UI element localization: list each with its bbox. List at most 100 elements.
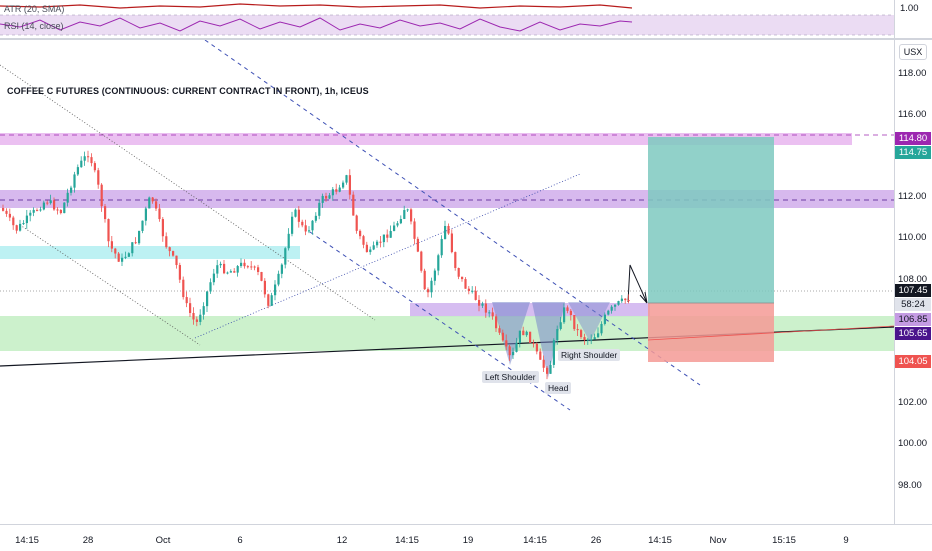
candle-body bbox=[624, 298, 627, 301]
time-axis[interactable] bbox=[0, 524, 932, 551]
candle-body bbox=[559, 322, 562, 330]
projection-arrow bbox=[627, 264, 648, 304]
price-chart[interactable] bbox=[0, 40, 894, 524]
candle-body bbox=[576, 329, 579, 331]
candle-body bbox=[471, 290, 474, 292]
candle-body bbox=[529, 331, 532, 343]
candle-body bbox=[15, 225, 18, 231]
main-chart-pane[interactable]: COFFEE C FUTURES (CONTINUOUS: CURRENT CO… bbox=[0, 40, 894, 524]
candle-body bbox=[532, 342, 535, 344]
candle-body bbox=[53, 200, 56, 210]
candle-body bbox=[199, 314, 202, 322]
candle-body bbox=[549, 364, 552, 374]
candle-body bbox=[518, 330, 521, 343]
candle-body bbox=[580, 330, 583, 338]
price-scale[interactable] bbox=[894, 40, 932, 524]
indicator-scale: 1.00 bbox=[894, 0, 932, 38]
candle-body bbox=[437, 255, 440, 271]
candle-body bbox=[314, 215, 317, 221]
candle-body bbox=[25, 215, 28, 224]
candle-body bbox=[447, 225, 450, 234]
candle-body bbox=[586, 339, 589, 341]
candle-body bbox=[172, 251, 175, 256]
candle-body bbox=[287, 233, 290, 249]
candle-body bbox=[440, 238, 443, 256]
candle-body bbox=[501, 332, 504, 341]
candle-body bbox=[335, 189, 338, 192]
candle-body bbox=[19, 223, 22, 231]
candle-body bbox=[614, 304, 617, 307]
candle-body bbox=[627, 300, 630, 302]
candle-body bbox=[274, 284, 277, 296]
candle-body bbox=[280, 264, 283, 274]
candles bbox=[2, 150, 630, 380]
price-tick: 102.00 bbox=[898, 397, 928, 408]
candle-body bbox=[542, 359, 545, 368]
candle-body bbox=[209, 282, 212, 292]
candle-body bbox=[372, 245, 375, 250]
candle-body bbox=[620, 298, 623, 302]
candle-body bbox=[59, 209, 62, 214]
candle-body bbox=[318, 202, 321, 216]
candle-body bbox=[535, 343, 538, 352]
candle-body bbox=[556, 329, 559, 341]
time-tick: 14:15 bbox=[648, 535, 672, 546]
currency-button[interactable]: USX bbox=[899, 44, 927, 60]
candle-body bbox=[36, 209, 39, 211]
right-shoulder-fill bbox=[568, 302, 610, 342]
right-shoulder-label: Right Shoulder bbox=[558, 349, 621, 361]
candle-body bbox=[83, 156, 86, 161]
candle-body bbox=[416, 238, 419, 252]
candle-body bbox=[151, 197, 154, 202]
candle-body bbox=[410, 209, 413, 222]
candle-body bbox=[403, 210, 406, 219]
candle-body bbox=[427, 289, 430, 293]
candle-body bbox=[155, 201, 158, 209]
candle-body bbox=[348, 175, 351, 195]
candle-body bbox=[206, 291, 209, 307]
trendline-dotted-2 bbox=[19, 224, 201, 346]
candle-body bbox=[189, 303, 192, 313]
position-target-area[interactable] bbox=[648, 137, 774, 303]
left-shoulder-label: Left Shoulder bbox=[482, 371, 539, 383]
candle-body bbox=[175, 255, 178, 266]
candle-body bbox=[219, 263, 222, 266]
candle-body bbox=[87, 156, 90, 158]
candle-body bbox=[56, 209, 59, 211]
candle-body bbox=[223, 263, 226, 274]
candle-body bbox=[134, 242, 137, 244]
candle-body bbox=[42, 202, 45, 210]
trendline-dotted-1 bbox=[0, 64, 376, 321]
candle-body bbox=[141, 220, 144, 231]
candle-body bbox=[399, 218, 402, 224]
time-tick: 28 bbox=[82, 535, 94, 546]
time-tick: Nov bbox=[709, 535, 727, 546]
candle-body bbox=[229, 271, 232, 273]
position-stop-area[interactable] bbox=[648, 303, 774, 362]
candle-body bbox=[29, 212, 32, 216]
candle-body bbox=[257, 267, 260, 273]
candle-body bbox=[212, 273, 215, 283]
candle-body bbox=[297, 209, 300, 222]
indicator-lines bbox=[0, 3, 894, 36]
price-tag-line: 105.65 bbox=[895, 327, 931, 340]
candle-body bbox=[5, 210, 8, 214]
candle-body bbox=[192, 312, 195, 320]
candle-body bbox=[423, 270, 426, 290]
candle-body bbox=[603, 314, 606, 324]
candle-body bbox=[597, 333, 600, 338]
candle-body bbox=[512, 351, 515, 356]
candle-body bbox=[270, 295, 273, 306]
candle-body bbox=[359, 230, 362, 237]
candle-body bbox=[185, 297, 188, 304]
price-tick: 98.00 bbox=[898, 480, 922, 491]
candle-body bbox=[352, 194, 355, 216]
candle-body bbox=[308, 230, 311, 232]
candle-body bbox=[195, 319, 198, 322]
candle-body bbox=[464, 279, 467, 289]
pane-divider[interactable] bbox=[0, 38, 932, 40]
candle-body bbox=[8, 213, 11, 218]
price-tick: 112.00 bbox=[898, 191, 927, 202]
candle-body bbox=[583, 337, 586, 341]
candle-body bbox=[260, 272, 263, 281]
